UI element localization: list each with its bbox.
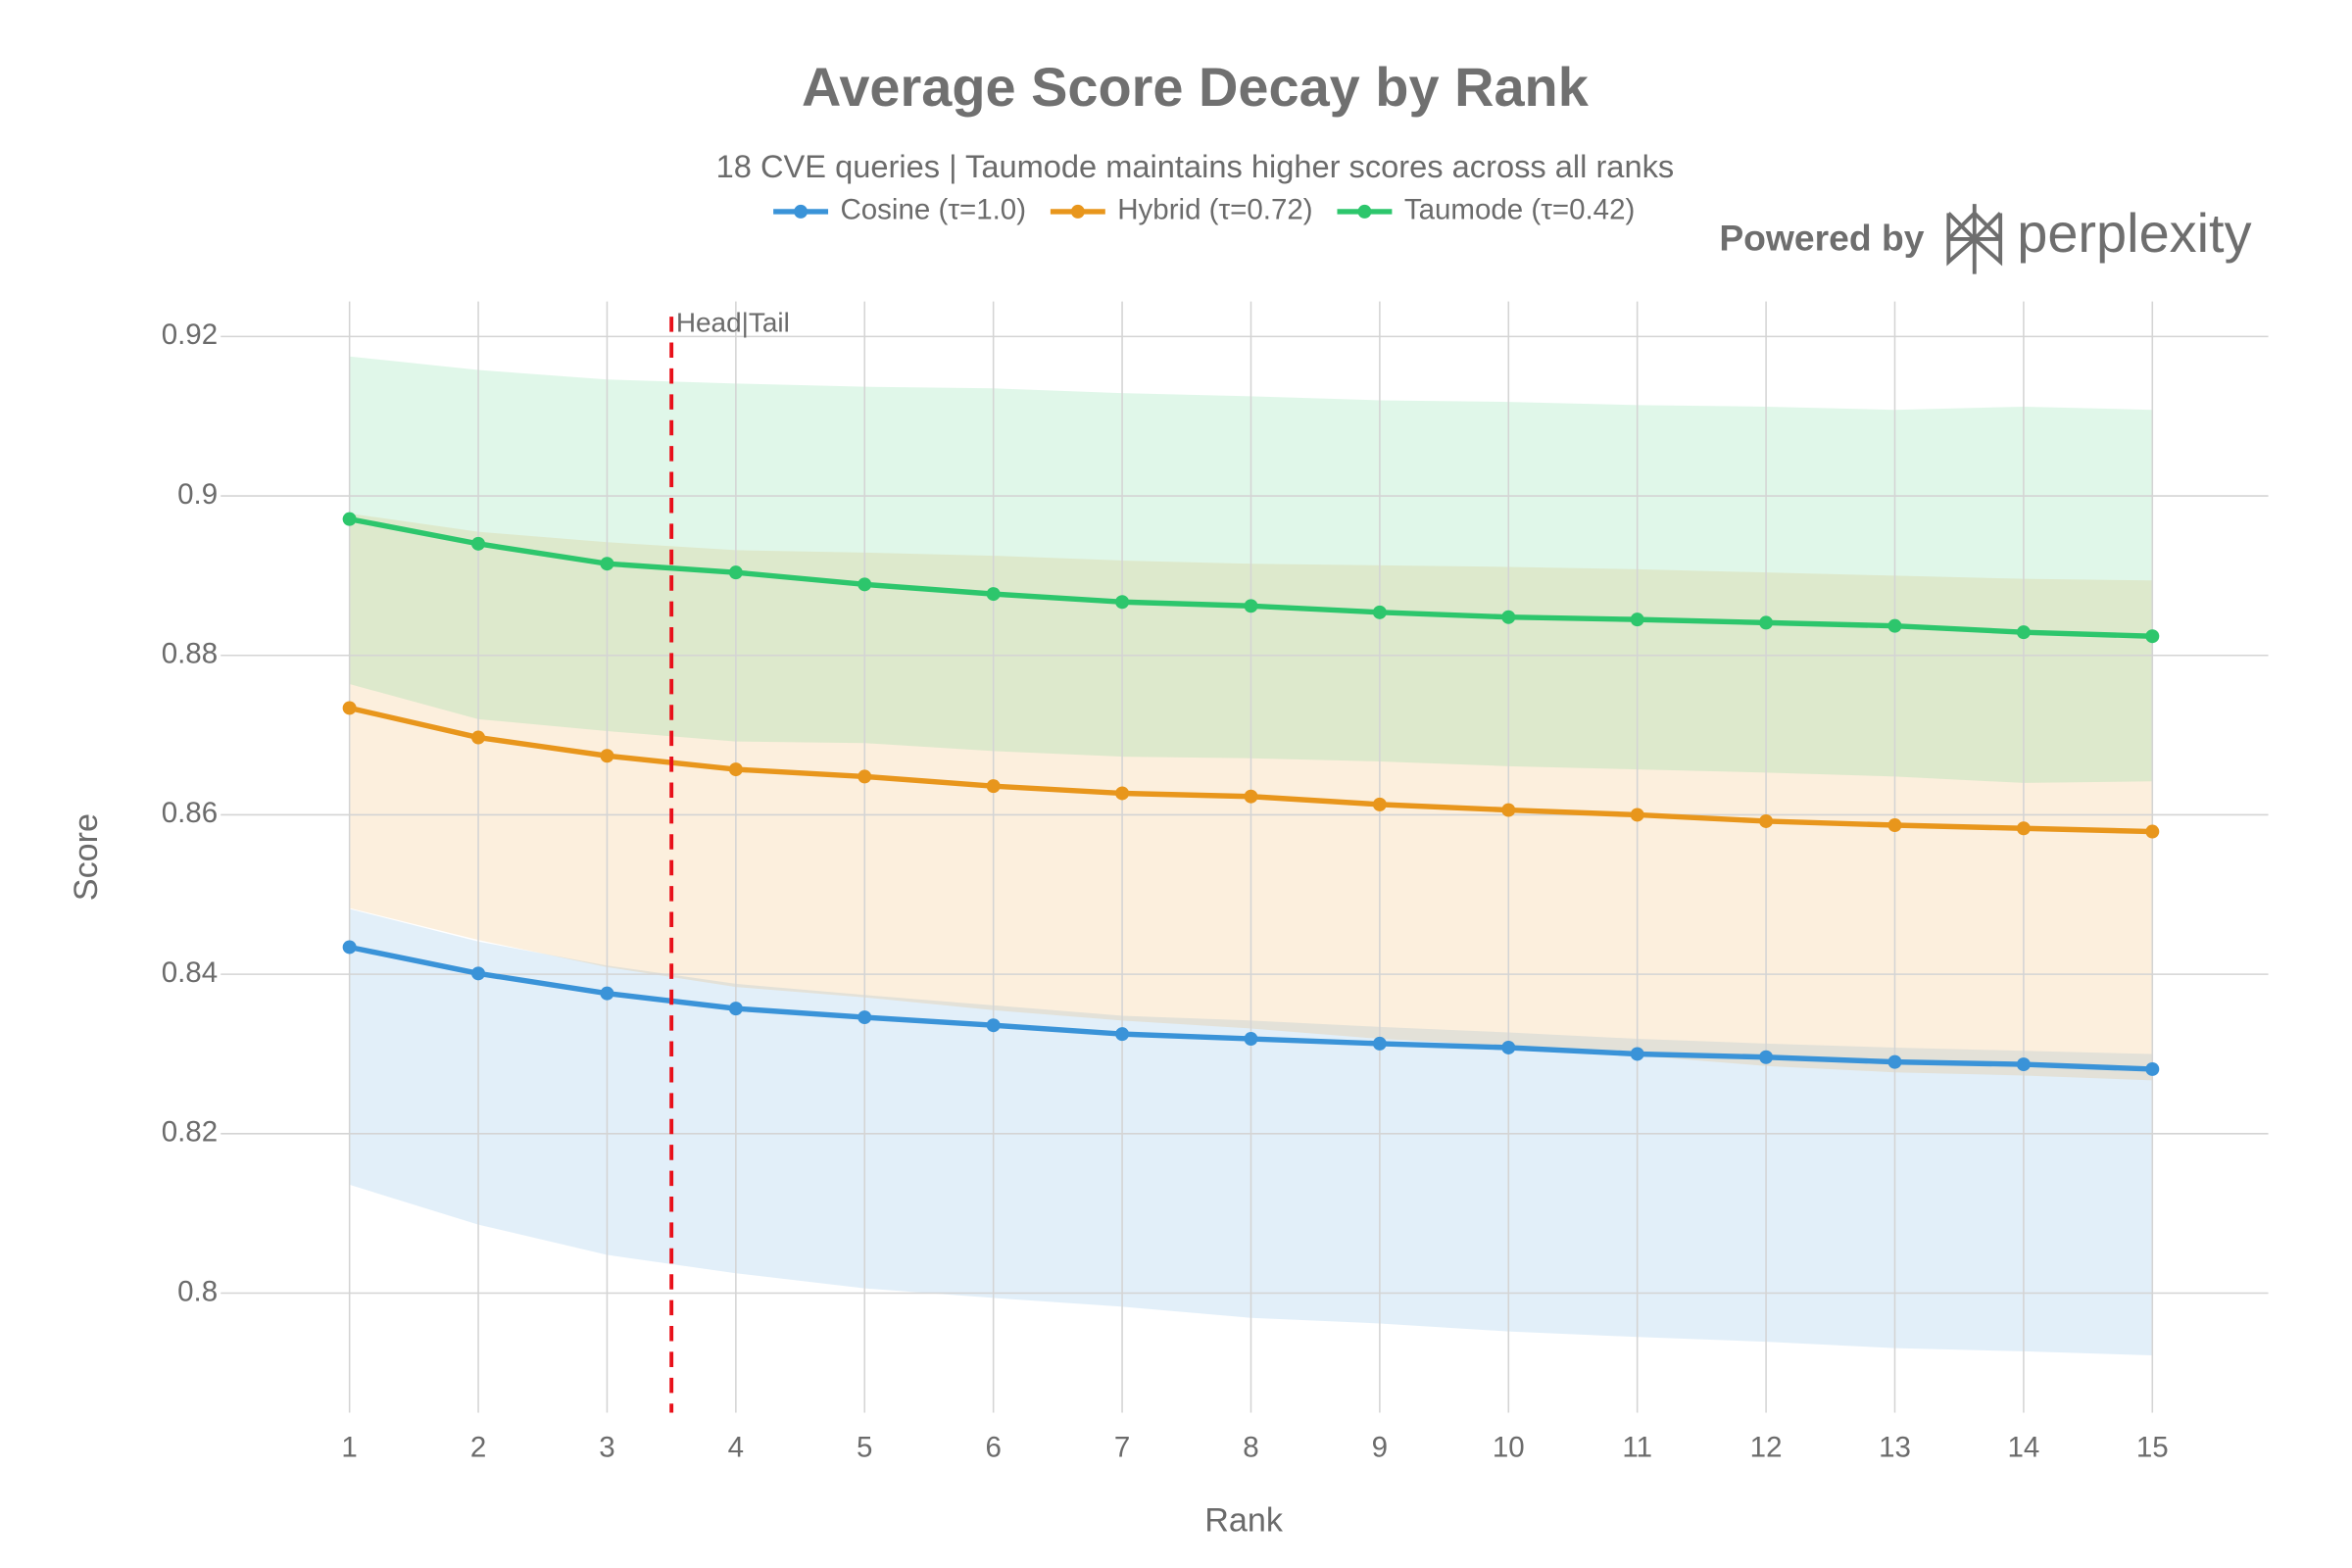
x-tick-label: 1 xyxy=(341,1432,357,1464)
data-point xyxy=(471,536,486,551)
y-tick-label: 0.8 xyxy=(177,1275,218,1307)
data-point xyxy=(1759,615,1774,630)
reference-label: Head|Tail xyxy=(676,307,790,337)
lines xyxy=(342,512,2160,1076)
data-point xyxy=(2145,1061,2160,1076)
data-point xyxy=(728,1002,743,1016)
data-point xyxy=(471,730,486,745)
data-point xyxy=(1630,612,1644,627)
watermark-prefix: Powered by xyxy=(1719,217,1924,258)
watermark: Powered by perplexity xyxy=(1719,202,2252,274)
x-tick-label: 7 xyxy=(1114,1432,1130,1464)
data-point xyxy=(1372,797,1387,811)
y-tick-label: 0.86 xyxy=(162,797,218,829)
data-point xyxy=(1244,1032,1258,1047)
logo-icon xyxy=(1946,204,2003,274)
data-point xyxy=(986,779,1001,794)
x-tick-label: 5 xyxy=(857,1432,872,1464)
x-tick-label: 8 xyxy=(1243,1432,1258,1464)
x-tick-label: 15 xyxy=(2136,1432,2169,1464)
data-point xyxy=(1115,1027,1130,1042)
data-point xyxy=(986,587,1001,602)
data-point xyxy=(858,769,872,784)
data-point xyxy=(1887,818,1902,833)
y-tick-label: 0.82 xyxy=(162,1116,218,1149)
data-point xyxy=(858,577,872,592)
chart-title: Average Score Decay by Rank xyxy=(802,56,1590,118)
data-point xyxy=(2145,824,2160,839)
y-axis-label: Score xyxy=(68,813,105,901)
x-axis-label: Rank xyxy=(1204,1501,1284,1539)
y-tick-label: 0.84 xyxy=(162,956,218,989)
data-point xyxy=(600,557,614,571)
data-point xyxy=(342,940,357,955)
data-point xyxy=(600,986,614,1001)
watermark-brand: perplexity xyxy=(2017,202,2251,264)
data-point xyxy=(600,749,614,763)
legend-marker xyxy=(794,204,808,219)
data-point xyxy=(471,966,486,981)
data-point xyxy=(1372,605,1387,619)
y-tick-label: 0.88 xyxy=(162,638,218,670)
data-point xyxy=(1759,813,1774,828)
data-point xyxy=(1630,1047,1644,1061)
data-point xyxy=(728,762,743,777)
data-point xyxy=(2016,625,2031,640)
data-point xyxy=(728,565,743,580)
data-point xyxy=(1630,808,1644,822)
x-tick-label: 12 xyxy=(1750,1432,1783,1464)
data-point xyxy=(2016,1057,2031,1072)
y-tick-label: 0.9 xyxy=(177,478,218,511)
chart-subtitle: 18 CVE queries | Taumode maintains highe… xyxy=(716,148,1675,184)
data-point xyxy=(1887,1054,1902,1069)
data-point xyxy=(1244,789,1258,804)
x-tick-label: 11 xyxy=(1622,1432,1652,1464)
legend: Cosine (τ=1.0) Hybrid (τ=0.72) Taumode (τ=… xyxy=(773,194,1635,226)
x-tick-label: 13 xyxy=(1879,1432,1911,1464)
legend-label: Hybrid (τ=0.72) xyxy=(1117,194,1312,226)
x-tick-label: 10 xyxy=(1493,1432,1525,1464)
data-point xyxy=(1759,1050,1774,1064)
x-tick-label: 2 xyxy=(470,1432,486,1464)
data-point xyxy=(2145,629,2160,644)
x-tick-label: 14 xyxy=(2007,1432,2039,1464)
data-point xyxy=(1115,786,1130,801)
data-point xyxy=(1115,595,1130,610)
legend-marker xyxy=(1070,204,1085,219)
data-point xyxy=(1887,618,1902,633)
data-point xyxy=(986,1018,1001,1033)
data-point xyxy=(858,1010,872,1025)
data-point xyxy=(1501,1040,1516,1054)
data-point xyxy=(1501,610,1516,624)
x-tick-label: 3 xyxy=(599,1432,614,1464)
y-tick-label: 0.92 xyxy=(162,318,218,351)
x-tick-label: 4 xyxy=(728,1432,744,1464)
legend-marker xyxy=(1357,204,1372,219)
grid xyxy=(220,301,2269,1413)
data-point xyxy=(1501,803,1516,817)
x-tick-label: 6 xyxy=(985,1432,1001,1464)
x-tick-label: 9 xyxy=(1372,1432,1388,1464)
legend-label: Cosine (τ=1.0) xyxy=(840,194,1026,226)
data-point xyxy=(342,701,357,715)
data-point xyxy=(342,512,357,526)
data-point xyxy=(2016,821,2031,836)
data-point xyxy=(1372,1036,1387,1051)
legend-label: Taumode (τ=0.42) xyxy=(1404,194,1636,226)
data-point xyxy=(1244,599,1258,613)
